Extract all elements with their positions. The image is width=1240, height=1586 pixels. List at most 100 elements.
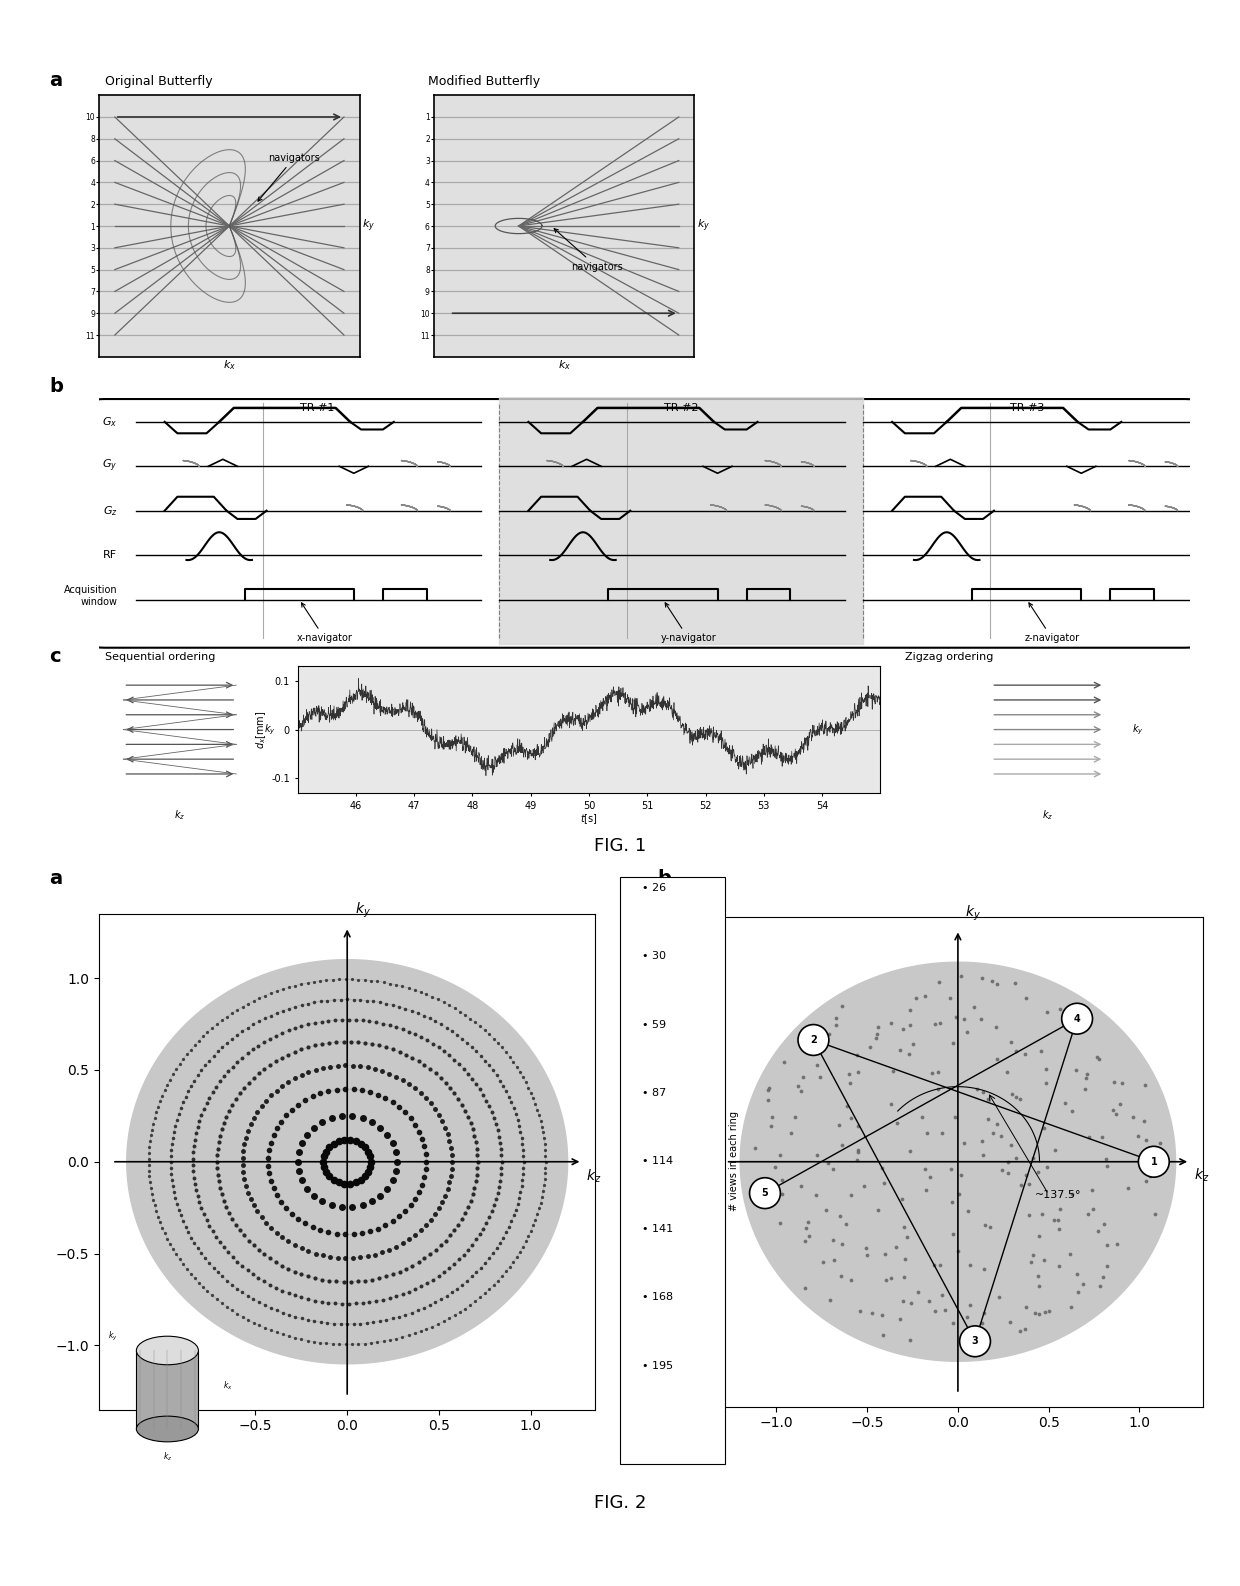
Point: [470, 1221, 490, 1247]
Point: [512, 1131, 532, 1156]
Point: [277, 1102, 296, 1128]
Point: [507, 1055, 527, 1080]
Point: [875, 1242, 895, 1267]
Point: [210, 1229, 229, 1255]
Point: [254, 1269, 274, 1294]
Point: [1135, 1072, 1154, 1098]
Point: [831, 1262, 851, 1288]
Point: [453, 1091, 472, 1117]
Point: [340, 1128, 360, 1153]
Point: [490, 1231, 510, 1256]
Point: [234, 1132, 254, 1158]
Point: [455, 1296, 475, 1321]
Point: [433, 1109, 453, 1134]
Point: [770, 1142, 790, 1167]
Text: $k_y$: $k_y$: [108, 1329, 118, 1343]
Point: [355, 1031, 374, 1056]
Point: [1097, 1232, 1117, 1258]
Point: [238, 1015, 258, 1040]
Point: [998, 1161, 1018, 1186]
Point: [267, 1297, 286, 1323]
Point: [847, 1147, 867, 1172]
Point: [387, 1326, 407, 1351]
Point: [479, 1277, 498, 1302]
Point: [813, 1248, 833, 1274]
Point: [285, 1066, 305, 1091]
Point: [441, 1156, 461, 1182]
Point: [320, 1055, 340, 1080]
Point: [299, 1264, 319, 1289]
Point: [435, 1228, 455, 1253]
Polygon shape: [402, 460, 418, 466]
Point: [335, 1245, 355, 1270]
Point: [396, 1042, 415, 1067]
Point: [267, 1115, 286, 1140]
Point: [429, 1264, 449, 1289]
Point: [908, 1280, 928, 1305]
Text: Acquisition
window: Acquisition window: [63, 585, 118, 606]
Point: [346, 1291, 366, 1316]
Point: [512, 1124, 532, 1150]
Point: [487, 1031, 507, 1056]
Point: [361, 1155, 381, 1180]
Point: [316, 1139, 336, 1164]
Point: [997, 1059, 1017, 1085]
Point: [534, 1172, 554, 1197]
Point: [191, 1102, 211, 1128]
Point: [304, 1329, 324, 1354]
Text: b: b: [657, 869, 671, 888]
Point: [523, 1086, 543, 1112]
Point: [184, 1147, 203, 1172]
Point: [399, 1228, 419, 1253]
Point: [389, 994, 409, 1020]
Point: [348, 967, 368, 993]
Point: [311, 1009, 331, 1034]
Point: [234, 1075, 254, 1101]
Point: [177, 1256, 197, 1281]
Point: [217, 1031, 237, 1056]
Point: [839, 1061, 859, 1086]
Point: [536, 1144, 556, 1169]
Point: [479, 1021, 498, 1047]
Point: [885, 1234, 905, 1259]
Circle shape: [799, 1025, 828, 1055]
Text: $k_y$: $k_y$: [264, 722, 275, 737]
Point: [291, 993, 311, 1018]
Point: [304, 1183, 324, 1209]
Point: [233, 1280, 253, 1305]
Point: [441, 1148, 461, 1174]
Point: [415, 1142, 435, 1167]
Point: [1061, 1294, 1081, 1320]
Point: [238, 1180, 258, 1205]
Point: [897, 1224, 916, 1250]
Ellipse shape: [136, 1416, 198, 1442]
Point: [244, 1232, 264, 1258]
Point: [157, 1072, 177, 1098]
Point: [326, 1269, 346, 1294]
Point: [139, 1151, 159, 1177]
Point: [243, 1012, 263, 1037]
Text: 2: 2: [810, 1036, 817, 1045]
Point: [1016, 1294, 1035, 1320]
Point: [796, 1034, 816, 1059]
Point: [414, 1002, 434, 1028]
Point: [420, 1207, 440, 1232]
Point: [196, 1053, 216, 1078]
Text: TR #2: TR #2: [663, 403, 698, 412]
Point: [785, 1104, 805, 1129]
Polygon shape: [438, 506, 450, 511]
Point: [272, 1190, 291, 1215]
Point: [273, 1321, 293, 1347]
Point: [291, 1167, 311, 1193]
Point: [197, 1020, 217, 1045]
Point: [381, 971, 401, 996]
Point: [140, 1164, 160, 1190]
Point: [920, 1164, 940, 1190]
Text: • 195: • 195: [642, 1361, 673, 1370]
Point: [187, 1115, 207, 1140]
Point: [360, 1009, 379, 1034]
Point: [1039, 1299, 1059, 1324]
Point: [396, 1099, 415, 1124]
Point: [219, 1098, 239, 1123]
Point: [415, 1156, 435, 1182]
